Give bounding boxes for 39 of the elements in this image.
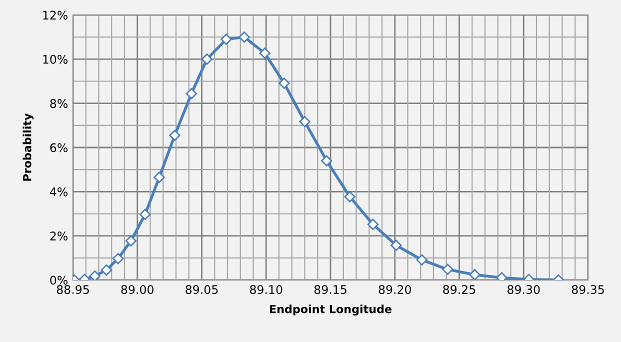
point bbox=[100, 264, 112, 276]
x-tick-label: 89.30 bbox=[508, 285, 540, 294]
point bbox=[139, 208, 151, 220]
y-tick-label: 12% bbox=[43, 10, 68, 20]
point bbox=[112, 252, 124, 264]
y-tick-label: 6% bbox=[50, 143, 68, 152]
x-tick-label: 89.10 bbox=[250, 285, 282, 294]
point bbox=[186, 88, 198, 100]
point bbox=[390, 240, 402, 251]
x-tick-label: 89.35 bbox=[572, 285, 604, 294]
y-tick-label: 4% bbox=[50, 187, 68, 196]
point bbox=[469, 269, 480, 280]
x-axis-title: Endpoint Longitude bbox=[270, 304, 392, 316]
x-tick-label: 89.00 bbox=[121, 285, 154, 294]
y-tick-label: 2% bbox=[50, 232, 68, 240]
y-tick-label: 0% bbox=[50, 276, 68, 285]
x-tick-label: 89.25 bbox=[443, 285, 476, 294]
point bbox=[201, 54, 213, 65]
point bbox=[238, 31, 250, 43]
point bbox=[259, 48, 270, 59]
point bbox=[278, 78, 290, 89]
point bbox=[89, 270, 100, 280]
point bbox=[321, 155, 332, 166]
point bbox=[442, 264, 454, 276]
x-tick-label: 89.20 bbox=[378, 285, 411, 294]
y-tick-label: 8% bbox=[50, 99, 68, 108]
x-tick-label: 89.05 bbox=[186, 285, 218, 294]
point bbox=[416, 254, 428, 266]
y-tick-label: 10% bbox=[43, 54, 68, 64]
point bbox=[367, 218, 379, 230]
point bbox=[220, 34, 232, 45]
point bbox=[169, 130, 180, 141]
x-tick-label: 89.15 bbox=[314, 285, 346, 294]
x-tick-label: 88.95 bbox=[56, 285, 89, 294]
point bbox=[299, 116, 310, 128]
point bbox=[344, 191, 356, 202]
point bbox=[154, 172, 165, 183]
point bbox=[125, 235, 137, 247]
y-axis-title: Probability bbox=[22, 113, 34, 181]
